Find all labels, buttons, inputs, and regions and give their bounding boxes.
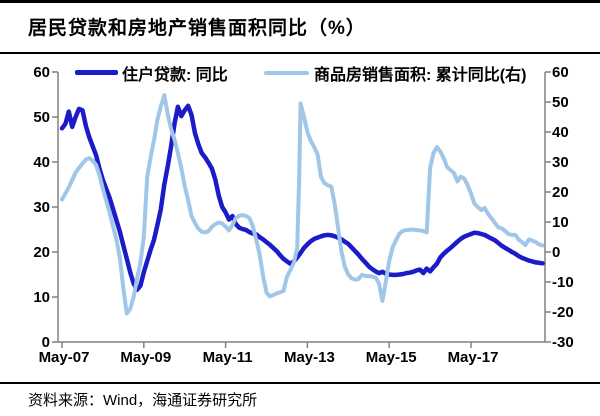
legend-swatch-loan-line [75,70,118,75]
y-right-tick-label: -20 [552,304,574,321]
y-right-tick-label: 60 [552,64,569,81]
loan-line-series [59,103,545,293]
chart-title: 居民贷款和房地产销售面积同比（%） [28,18,366,39]
y-right-tick-label: -10 [552,274,574,291]
x-tick-label: May-11 [203,349,253,366]
legend-swatch-sales-line [264,71,309,75]
sales-line-series [60,93,545,316]
x-tick-label: May-17 [448,349,499,366]
source-divider-rule [0,382,600,384]
title-divider-rule [0,52,600,54]
y-left-tick-label: 60 [33,64,50,81]
y-left-tick-label: 40 [33,154,50,171]
y-right-tick-label: -30 [552,334,574,351]
x-tick-label: May-07 [39,349,90,366]
y-left-tick-label: 10 [33,289,50,306]
y-right-tick-label: 30 [552,154,569,171]
y-left-tick-label: 30 [33,199,50,216]
y-right-tick-label: 20 [552,184,569,201]
y-right-tick-label: 40 [552,124,569,141]
y-left-tick-label: 20 [33,244,50,261]
legend-label-loan: 住户贷款: 同比 [122,67,228,84]
top-rule [0,0,600,3]
legend-label-sales: 商品房销售面积: 累计同比(右) [314,67,527,84]
x-tick-label: May-15 [366,349,417,366]
y-right-tick-label: 50 [552,94,569,111]
y-right-tick-label: 0 [552,244,560,261]
y-right-tick-label: 10 [552,214,569,231]
y-left-tick-label: 50 [33,109,50,126]
x-tick-label: May-09 [120,349,171,366]
y-left-tick-label: 0 [42,334,50,351]
x-tick-label: May-13 [284,349,335,366]
source-note: 资料来源：Wind，海通证券研究所 [28,392,258,409]
